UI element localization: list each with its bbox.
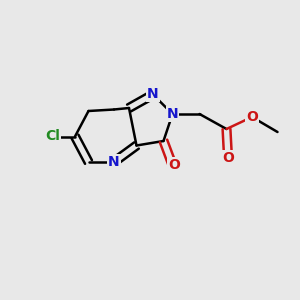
Text: Cl: Cl [45,130,60,143]
Text: N: N [108,155,120,169]
Text: N: N [167,107,178,121]
Text: O: O [222,151,234,164]
Text: N: N [147,88,159,101]
Text: O: O [168,158,180,172]
Text: O: O [246,110,258,124]
